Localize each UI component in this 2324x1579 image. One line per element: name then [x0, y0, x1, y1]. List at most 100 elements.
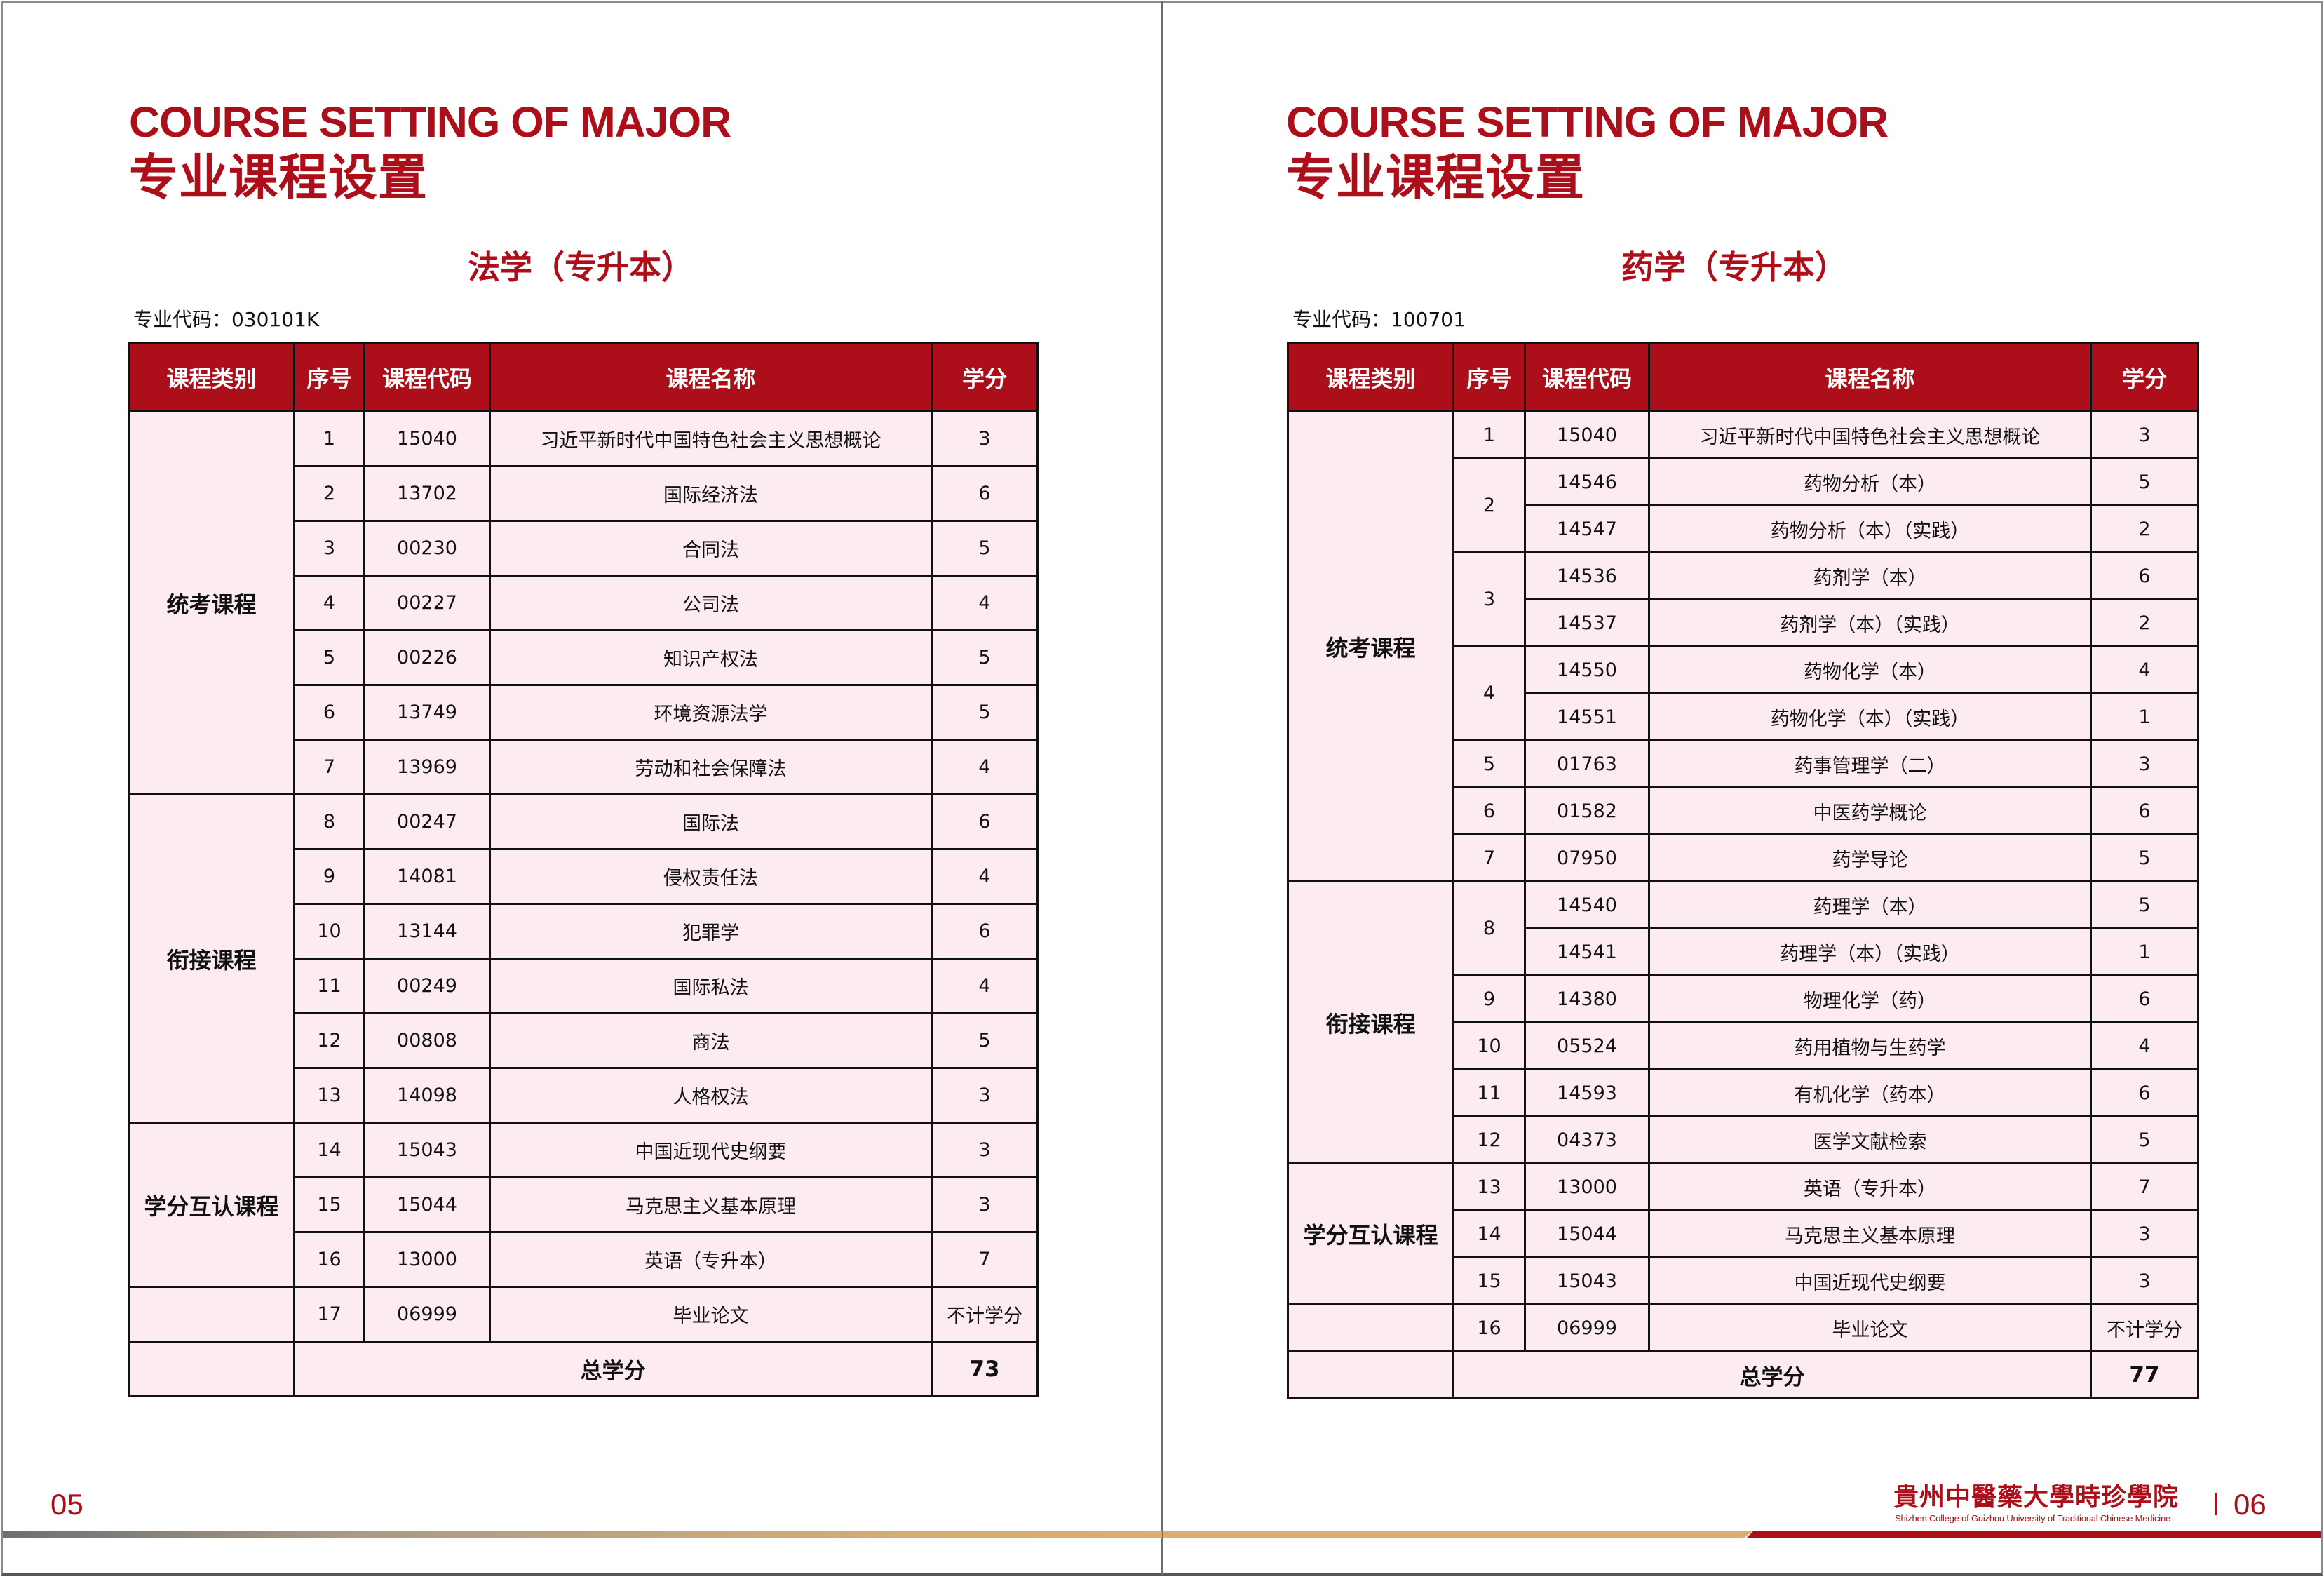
course-seq: 11: [1452, 1068, 1526, 1117]
course-credit: 3: [2090, 410, 2199, 459]
course-seq: 15: [293, 1176, 365, 1233]
footer-separator: [2215, 1493, 2217, 1515]
course-category: 统考课程: [1287, 410, 1454, 882]
header-category: 课程类别: [128, 342, 295, 412]
total-credits-label: 总学分: [1452, 1350, 2092, 1399]
table-row: 15 15043 中国近现代史纲要 3: [1288, 1256, 2199, 1305]
table-row: 9 14380 物理化学（药） 6: [1288, 974, 2199, 1023]
course-credit: 5: [931, 1012, 1039, 1069]
course-credit: 6: [931, 465, 1039, 522]
course-name: 毕业论文: [489, 1286, 933, 1343]
course-seq: 14: [1452, 1209, 1526, 1258]
header-code: 课程代码: [1524, 342, 1650, 412]
header-credit: 学分: [931, 342, 1039, 412]
chinese-section-title: 专业课程设置: [129, 149, 428, 206]
course-category: 统考课程: [128, 410, 295, 795]
course-credit: 5: [2090, 1115, 2199, 1164]
course-code: 14541: [1524, 927, 1650, 976]
course-name: 药物化学（本）: [1648, 645, 2092, 694]
course-name: 药理学（本）（实践）: [1648, 927, 2092, 976]
course-credit: 3: [2090, 1256, 2199, 1305]
course-name: 合同法: [489, 520, 933, 577]
total-row: 总学分 73: [128, 1341, 1039, 1397]
table-row: 17 06999 毕业论文 不计学分: [128, 1286, 1039, 1343]
header-code: 课程代码: [363, 342, 491, 412]
english-section-title: COURSE SETTING OF MAJOR: [129, 98, 731, 146]
course-credit: 7: [931, 1231, 1039, 1288]
course-credit: 5: [931, 520, 1039, 577]
course-code: 00226: [363, 629, 491, 686]
course-credit: 2: [2090, 504, 2199, 553]
course-name: 药事管理学（二）: [1648, 739, 2092, 788]
course-code: 00249: [363, 958, 491, 1014]
course-seq: 16: [293, 1231, 365, 1288]
course-category: 衔接课程: [1287, 880, 1454, 1164]
total-credits-value: 77: [2090, 1350, 2199, 1399]
course-code: 15043: [1524, 1256, 1650, 1305]
course-code: 13969: [363, 739, 491, 795]
course-code: 14547: [1524, 504, 1650, 553]
table-row: 16 06999 毕业论文 不计学分: [1287, 1303, 2199, 1352]
course-seq: 7: [1452, 833, 1526, 882]
course-credit: 不计学分: [2090, 1303, 2199, 1352]
course-seq: 16: [1452, 1303, 1526, 1352]
table-row: 11 00249 国际私法 4: [129, 958, 1039, 1014]
course-credit: 4: [2090, 1021, 2199, 1070]
course-credit: 6: [2090, 974, 2199, 1023]
course-name: 药学导论: [1648, 833, 2092, 882]
major-code: 专业代码：030101K: [133, 308, 320, 331]
course-code: 00247: [363, 793, 491, 850]
course-code: 14380: [1524, 974, 1650, 1023]
header-category: 课程类别: [1287, 342, 1454, 412]
table-row: 衔接课程 8 14540 药理学（本） 5: [1287, 880, 2199, 1164]
course-name: 环境资源法学: [489, 684, 933, 741]
course-name: 中国近现代史纲要: [1648, 1256, 2092, 1305]
course-credit: 1: [2090, 692, 2199, 741]
course-code: 14546: [1524, 457, 1650, 506]
table-row: 14541 药理学（本）（实践） 1: [1288, 927, 2199, 976]
course-credit: 4: [931, 848, 1039, 905]
course-code: 14536: [1524, 551, 1650, 600]
course-code: 14550: [1524, 645, 1650, 694]
footer-stripe-gold: [1163, 1531, 1752, 1538]
footer-stripe-red: [1746, 1531, 2321, 1538]
table-row: 13 14098 人格权法 3: [129, 1067, 1039, 1124]
course-code: 15040: [363, 410, 491, 467]
course-code: 15043: [363, 1122, 491, 1178]
course-category: [128, 1286, 295, 1343]
table-row: 9 14081 侵权责任法 4: [129, 848, 1039, 905]
course-name: 药物化学（本）（实践）: [1648, 692, 2092, 741]
course-seq: 10: [1452, 1021, 1526, 1070]
course-credit: 4: [931, 739, 1039, 795]
course-name: 国际经济法: [489, 465, 933, 522]
course-name: 英语（专升本）: [489, 1231, 933, 1288]
course-name: 毕业论文: [1648, 1303, 2092, 1352]
total-credits-value: 73: [931, 1341, 1039, 1397]
table-row: 14 15044 马克思主义基本原理 3: [1288, 1209, 2199, 1258]
table-row: 7 07950 药学导论 5: [1288, 833, 2199, 882]
course-seq: 10: [293, 903, 365, 960]
course-seq: 3: [1452, 551, 1526, 647]
course-code: 01582: [1524, 786, 1650, 835]
course-name: 药剂学（本）: [1648, 551, 2092, 600]
course-name: 习近平新时代中国特色社会主义思想概论: [489, 410, 933, 467]
course-credit: 4: [931, 958, 1039, 1014]
course-seq: 9: [293, 848, 365, 905]
course-code: 04373: [1524, 1115, 1650, 1164]
course-name: 国际私法: [489, 958, 933, 1014]
course-name: 犯罪学: [489, 903, 933, 960]
table-row: 6 01582 中医药学概论 6: [1288, 786, 2199, 835]
course-credit: 6: [2090, 1068, 2199, 1117]
course-seq: 11: [293, 958, 365, 1014]
course-code: 00808: [363, 1012, 491, 1069]
table-row: 15 15044 马克思主义基本原理 3: [129, 1176, 1039, 1233]
table-row: 4 14550 药物化学（本） 4: [1288, 645, 2199, 741]
english-section-title: COURSE SETTING OF MAJOR: [1286, 98, 1889, 146]
table-row: 衔接课程 8 00247 国际法 6: [128, 793, 1039, 1124]
course-name: 商法: [489, 1012, 933, 1069]
course-code: 06999: [363, 1286, 491, 1343]
course-seq: 8: [1452, 880, 1526, 976]
course-code: 06999: [1524, 1303, 1650, 1352]
course-credit: 4: [931, 575, 1039, 631]
course-name: 劳动和社会保障法: [489, 739, 933, 795]
